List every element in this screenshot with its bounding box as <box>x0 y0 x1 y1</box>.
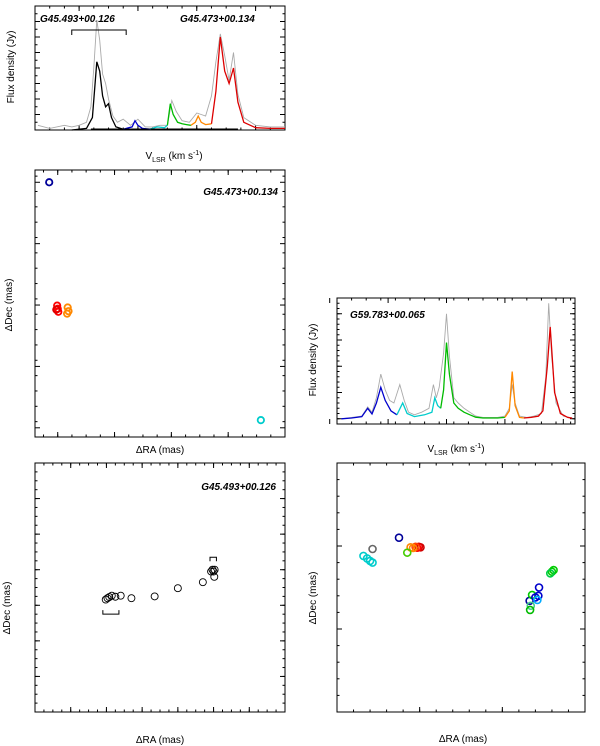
p1-xlabel: VLSR (km s-1) <box>145 150 202 164</box>
p2-point <box>45 178 54 187</box>
p4-point <box>173 584 182 593</box>
p2-ylabel: ΔDec (mas) <box>4 279 15 332</box>
p4-point <box>208 565 217 574</box>
p5-point <box>368 558 377 567</box>
p2-xlabel: ΔRA (mas) <box>136 445 184 456</box>
p5-point <box>394 533 404 543</box>
p4-point <box>150 592 159 601</box>
p1-series-red <box>210 36 285 130</box>
p3-ylabel: Flux density (Jy) <box>308 324 319 397</box>
p5-point <box>534 583 544 592</box>
p1-series-orange <box>190 114 212 126</box>
p5-point <box>545 569 555 578</box>
p2-frame <box>34 169 286 438</box>
map-g59: ΔDec (mas) ΔRA (mas) <box>308 462 586 745</box>
p3-xlabel: VLSR (km s-1) <box>427 443 484 457</box>
p4-point <box>210 572 219 581</box>
p4-bracket-57-8 <box>102 610 120 615</box>
p3-series-green <box>440 342 505 419</box>
p3-series-blue <box>341 385 398 420</box>
p4-ylabel: ΔDec (mas) <box>2 582 13 635</box>
p4-title: G45.493+00.126 <box>201 482 276 493</box>
p3-series-cyan <box>396 395 442 418</box>
p3-series-orange <box>504 371 524 419</box>
map-g45493: ΔDec (mas) ΔRA (mas) G45.493+00.126 <box>2 462 286 746</box>
p4-point <box>198 578 207 587</box>
p5-ylabel: ΔDec (mas) <box>308 572 319 625</box>
p1-series-green <box>166 103 192 126</box>
p3-series-red <box>523 326 573 419</box>
p4-point <box>111 592 120 601</box>
spectrum-g45: Flux density (Jy) VLSR (km s-1) G45.493+… <box>6 5 286 164</box>
p4-point <box>127 594 136 603</box>
p3-title: G59.783+00.065 <box>350 310 425 321</box>
p5-point <box>368 544 377 554</box>
p2-point <box>63 309 72 318</box>
p4-frame <box>34 462 286 713</box>
p5-point <box>402 548 412 557</box>
p1-velocity-bracket <box>71 29 127 35</box>
p1-title-right: G45.473+00.134 <box>180 14 255 25</box>
p4-bracket-57-0 <box>209 556 217 562</box>
p5-point <box>534 591 543 601</box>
p2-point <box>256 416 265 425</box>
map-g45473: ΔDec (mas) ΔRA (mas) G45.473+00.134 <box>4 169 286 456</box>
p5-point <box>526 601 536 611</box>
p1-title-left: G45.493+00.126 <box>40 14 115 25</box>
p4-point <box>107 591 116 600</box>
spectrum-g59: Flux density (Jy) VLSR (km s-1) G59.783+… <box>308 297 576 457</box>
p1-ylabel: Flux density (Jy) <box>6 31 17 104</box>
p4-point <box>116 591 125 600</box>
p2-point <box>52 305 61 314</box>
p5-xlabel: ΔRA (mas) <box>439 734 487 745</box>
p1-series-cyan <box>149 124 168 130</box>
p1-series-black <box>71 61 124 131</box>
p3-series-total <box>341 303 573 420</box>
p5-frame <box>336 462 586 713</box>
p5-point <box>533 595 542 605</box>
p4-point <box>209 567 218 576</box>
p5-point <box>547 567 557 577</box>
p2-title: G45.473+00.134 <box>203 187 278 198</box>
p5-point <box>525 605 535 615</box>
p1-series-total <box>37 19 285 129</box>
p4-xlabel: ΔRA (mas) <box>136 735 184 746</box>
p4-point <box>103 594 112 603</box>
